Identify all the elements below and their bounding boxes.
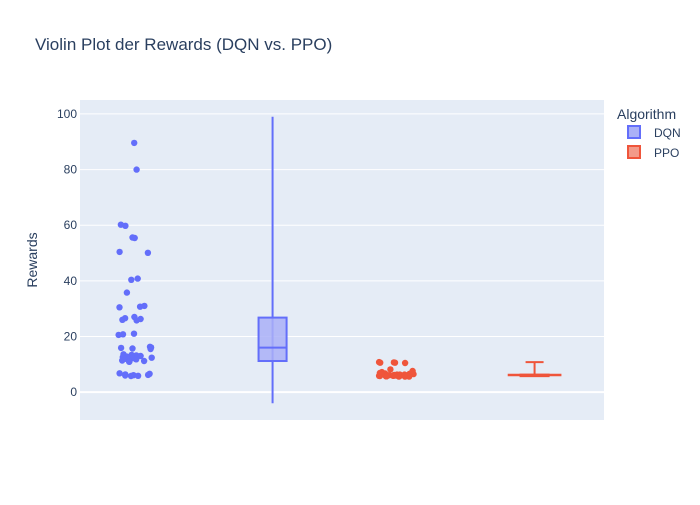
data-point[interactable]	[387, 366, 394, 373]
data-point[interactable]	[390, 372, 398, 379]
data-point[interactable]	[383, 373, 390, 380]
data-point[interactable]	[148, 354, 155, 361]
data-point[interactable]	[133, 356, 140, 363]
data-point[interactable]	[119, 357, 126, 364]
data-point[interactable]	[377, 359, 384, 366]
legend[interactable]: Algorithm DQN PPO	[617, 106, 681, 160]
y-tick-label: 60	[64, 218, 78, 232]
data-point[interactable]	[116, 370, 123, 377]
legend-swatch	[627, 125, 641, 139]
y-tick-label: 0	[70, 385, 77, 399]
y-axis-label: Rewards	[24, 232, 40, 287]
chart-title: Violin Plot der Rewards (DQN vs. PPO)	[35, 35, 332, 54]
box-iqr[interactable]	[257, 316, 288, 363]
data-point[interactable]	[133, 166, 140, 173]
data-point[interactable]	[401, 371, 408, 378]
data-point[interactable]	[391, 359, 399, 366]
grid-layer	[80, 113, 604, 394]
series-layer	[115, 116, 562, 404]
data-point[interactable]	[131, 139, 138, 147]
data-point[interactable]	[127, 372, 135, 380]
y-tick-label: 80	[64, 163, 78, 177]
data-point[interactable]	[123, 289, 131, 296]
data-point[interactable]	[119, 316, 126, 323]
data-point[interactable]	[128, 276, 135, 283]
data-point[interactable]	[117, 344, 125, 352]
y-tick-label: 20	[64, 330, 78, 344]
data-point[interactable]	[134, 372, 142, 379]
data-point[interactable]	[131, 234, 138, 242]
legend-label: DQN	[654, 126, 681, 140]
legend-item-ppo[interactable]: PPO	[627, 145, 679, 160]
y-tick-label: 100	[57, 107, 77, 121]
data-point[interactable]	[140, 357, 148, 365]
data-point[interactable]	[133, 317, 140, 324]
data-point[interactable]	[137, 352, 144, 360]
data-point[interactable]	[396, 372, 403, 379]
data-point[interactable]	[136, 303, 144, 310]
y-tick-label: 40	[64, 274, 78, 288]
series-dqn	[115, 116, 288, 404]
data-point[interactable]	[144, 249, 152, 256]
data-point[interactable]	[401, 359, 409, 367]
series-ppo	[375, 358, 562, 380]
data-point[interactable]	[126, 358, 133, 365]
data-point[interactable]	[130, 330, 138, 337]
data-point[interactable]	[129, 345, 136, 352]
legend-item-dqn[interactable]: DQN	[627, 125, 681, 140]
data-point[interactable]	[116, 304, 123, 311]
data-point[interactable]	[115, 331, 122, 339]
legend-label: PPO	[654, 146, 679, 160]
data-point[interactable]	[144, 371, 152, 379]
data-point[interactable]	[122, 222, 129, 229]
data-point[interactable]	[116, 248, 123, 256]
plot-area	[80, 100, 604, 420]
data-point[interactable]	[147, 345, 154, 353]
y-tick-labels: 0 20 40 60 80 100	[57, 107, 77, 399]
legend-swatch	[627, 145, 641, 159]
data-point[interactable]	[122, 372, 129, 379]
legend-title: Algorithm	[617, 106, 676, 122]
data-point[interactable]	[134, 275, 141, 282]
data-point[interactable]	[377, 371, 385, 378]
